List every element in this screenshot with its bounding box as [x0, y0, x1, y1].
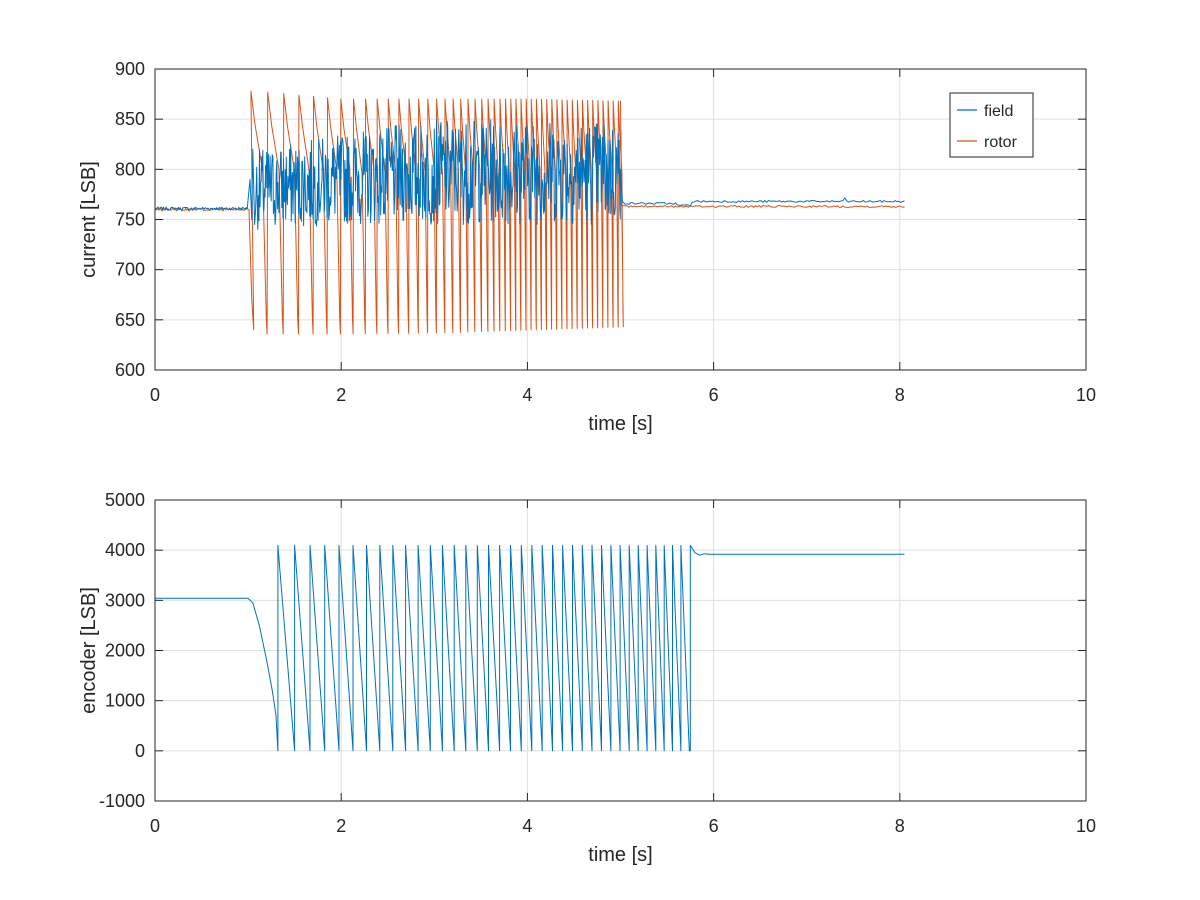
series-line-rotor [154, 90, 905, 335]
y-tick-label: 4000 [105, 540, 145, 560]
y-tick-label: 5000 [105, 490, 145, 510]
legend-label-rotor: rotor [984, 134, 1018, 151]
current-axes: 0 2 4 6 8 10 600 650 700 750 800 850 900 time [s] curr… [78, 59, 1096, 435]
legend-box [949, 92, 1034, 158]
x-tick-label: 0 [150, 385, 160, 405]
y-tick-label: 650 [115, 310, 145, 330]
x-tick-label: 6 [709, 816, 719, 836]
x-tick-label: 8 [895, 816, 905, 836]
x-axis-label: time [s] [588, 413, 652, 435]
series-line-encoder [155, 544, 905, 752]
x-tick-label: 8 [895, 385, 905, 405]
x-tick-label: 4 [522, 816, 532, 836]
x-axis-label: time [s] [588, 844, 652, 866]
x-tick-label: 10 [1076, 816, 1096, 836]
legend: field rotor [949, 92, 1034, 158]
y-tick-label: 900 [115, 59, 145, 79]
x-tick-label: 6 [709, 385, 719, 405]
y-axis-label: current [LSB] [78, 161, 100, 278]
series-line-field [154, 119, 905, 230]
y-tick-label: 1000 [105, 691, 145, 711]
y-tick-label: 3000 [105, 590, 145, 610]
x-tick-label: 10 [1076, 385, 1096, 405]
y-tick-label: 750 [115, 210, 145, 230]
y-tick-label: 850 [115, 109, 145, 129]
x-tick-label: 2 [336, 816, 346, 836]
y-tick-label: 2000 [105, 641, 145, 661]
y-tick-label: 700 [115, 260, 145, 280]
y-axis-label: encoder [LSB] [78, 587, 100, 714]
x-tick-label: 4 [522, 385, 532, 405]
x-tick-label: 0 [150, 816, 160, 836]
y-tick-label: -1000 [99, 791, 145, 811]
x-tick-label: 2 [336, 385, 346, 405]
y-tick-label: 0 [135, 741, 145, 761]
y-tick-label: 600 [115, 360, 145, 380]
y-tick-label: 800 [115, 159, 145, 179]
legend-label-field: field [984, 103, 1013, 120]
